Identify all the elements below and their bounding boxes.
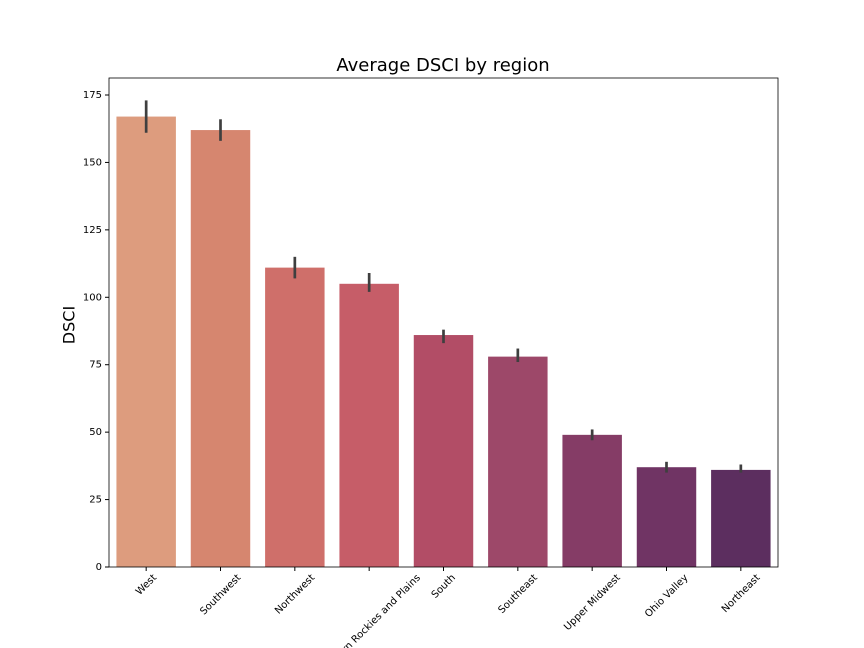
x-tick-label: Upper Midwest bbox=[562, 572, 623, 633]
x-tick-label: West bbox=[134, 572, 159, 597]
bar bbox=[488, 356, 548, 567]
x-tick-label: South bbox=[430, 572, 458, 600]
y-tick-label: 25 bbox=[89, 495, 102, 506]
y-tick-label: 75 bbox=[89, 360, 102, 371]
bar bbox=[413, 335, 474, 567]
x-tick-label: Northeast bbox=[720, 572, 763, 615]
bar bbox=[265, 267, 325, 567]
chart-title: Average DSCI by region bbox=[336, 55, 549, 76]
x-tick-label: Ohio Valley bbox=[643, 572, 691, 620]
y-tick-label: 0 bbox=[96, 562, 102, 573]
bar bbox=[339, 283, 399, 567]
bar bbox=[190, 130, 251, 567]
y-tick-label: 125 bbox=[83, 225, 102, 236]
y-tick-label: 50 bbox=[89, 427, 102, 438]
x-tick-label: Northern Rockies and Plains bbox=[316, 572, 423, 648]
x-tick-label: Northwest bbox=[273, 572, 317, 616]
bar bbox=[116, 116, 176, 567]
bar bbox=[562, 434, 622, 567]
x-tick-label: Southwest bbox=[198, 572, 243, 617]
bar bbox=[636, 467, 697, 567]
y-tick-label: 100 bbox=[83, 292, 102, 303]
plot-frame bbox=[108, 77, 779, 568]
bar bbox=[711, 469, 771, 567]
x-tick-label: Southeast bbox=[496, 572, 540, 616]
y-tick-label: 175 bbox=[83, 90, 102, 101]
y-tick-label: 150 bbox=[83, 157, 102, 168]
y-axis-label: DSCI bbox=[60, 306, 79, 344]
